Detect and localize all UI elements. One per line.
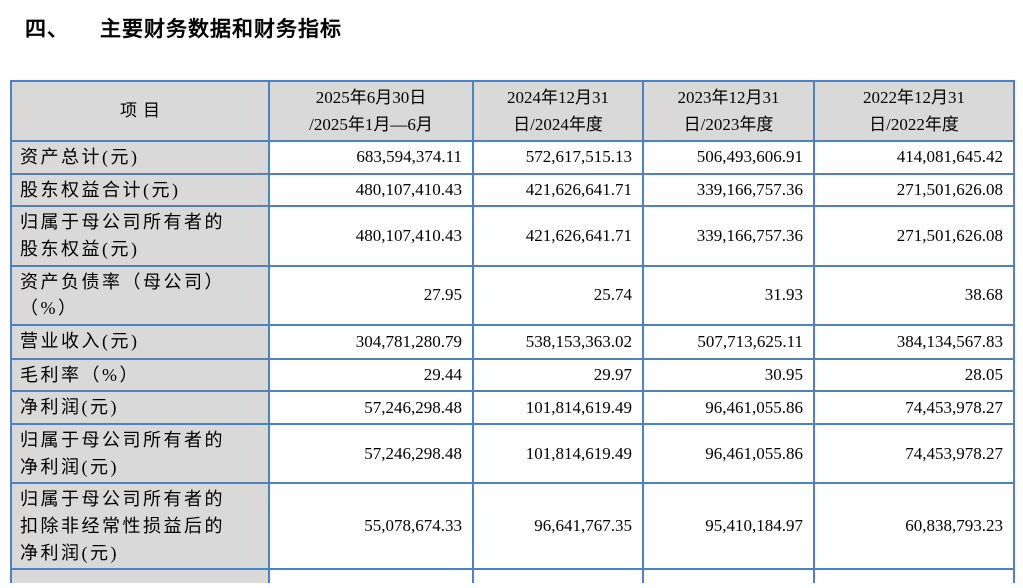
- cell-value: 38.68: [813, 264, 1015, 326]
- cell-value: 29.44: [268, 357, 474, 393]
- table-row-clipped: [10, 568, 1015, 584]
- row-label: 归属于母公司所有者的 股东权益(元): [10, 205, 270, 267]
- cell-value: 101,814,619.49: [472, 422, 644, 485]
- row-label: 股东权益合计(元): [10, 172, 270, 208]
- column-header-2025: 2025年6月30日 /2025年1月—6月: [268, 80, 474, 142]
- cell-value: 30.95: [642, 357, 815, 393]
- table-row-debt-ratio: 资产负债率（母公司） （%） 27.95 25.74 31.93 38.68: [10, 264, 1015, 326]
- cell-value: 538,153,363.02: [472, 323, 644, 360]
- cell-value: 96,641,767.35: [472, 482, 644, 571]
- cell-value: 339,166,757.36: [642, 205, 815, 267]
- table-row-revenue: 营业收入(元) 304,781,280.79 538,153,363.02 50…: [10, 323, 1015, 360]
- cell-value: 339,166,757.36: [642, 172, 815, 208]
- cell-value: 271,501,626.08: [813, 172, 1015, 208]
- financial-data-table: 项目 2025年6月30日 /2025年1月—6月 2024年12月31 日/2…: [10, 80, 1015, 584]
- row-label: 资产负债率（母公司） （%）: [10, 264, 270, 326]
- table-row-total-assets: 资产总计(元) 683,594,374.11 572,617,515.13 50…: [10, 140, 1015, 175]
- table-header-row: 项目 2025年6月30日 /2025年1月—6月 2024年12月31 日/2…: [10, 80, 1015, 142]
- cell-value: 480,107,410.43: [268, 172, 474, 208]
- cell-value: [472, 568, 644, 584]
- column-header-item: 项目: [10, 80, 270, 142]
- cell-value: 683,594,374.11: [268, 140, 474, 175]
- table-row-parent-equity: 归属于母公司所有者的 股东权益(元) 480,107,410.43 421,62…: [10, 205, 1015, 267]
- table-row-gross-margin: 毛利率（%） 29.44 29.97 30.95 28.05: [10, 357, 1015, 393]
- cell-value: [268, 568, 474, 584]
- row-label: [10, 568, 270, 584]
- cell-value: 304,781,280.79: [268, 323, 474, 360]
- cell-value: 384,134,567.83: [813, 323, 1015, 360]
- cell-value: 31.93: [642, 264, 815, 326]
- cell-value: 74,453,978.27: [813, 390, 1015, 425]
- cell-value: 57,246,298.48: [268, 422, 474, 485]
- section-number: 四、: [25, 18, 69, 41]
- cell-value: 421,626,641.71: [472, 205, 644, 267]
- cell-value: 271,501,626.08: [813, 205, 1015, 267]
- cell-value: 101,814,619.49: [472, 390, 644, 425]
- section-title-text: 主要财务数据和财务指标: [100, 18, 342, 41]
- row-label: 毛利率（%）: [10, 357, 270, 393]
- cell-value: 74,453,978.27: [813, 422, 1015, 485]
- row-label: 净利润(元): [10, 390, 270, 425]
- cell-value: 57,246,298.48: [268, 390, 474, 425]
- table-row-net-profit: 净利润(元) 57,246,298.48 101,814,619.49 96,4…: [10, 390, 1015, 425]
- cell-value: [813, 568, 1015, 584]
- section-title: 四、 主要财务数据和财务指标: [25, 13, 1023, 43]
- cell-value: 29.97: [472, 357, 644, 393]
- cell-value: 25.74: [472, 264, 644, 326]
- row-label: 资产总计(元): [10, 140, 270, 175]
- cell-value: 27.95: [268, 264, 474, 326]
- cell-value: 60,838,793.23: [813, 482, 1015, 571]
- cell-value: 55,078,674.33: [268, 482, 474, 571]
- table-row-parent-net-profit-excl-nonrecurring: 归属于母公司所有者的 扣除非经常性损益后的 净利润(元) 55,078,674.…: [10, 482, 1015, 571]
- cell-value: 507,713,625.11: [642, 323, 815, 360]
- row-label: 营业收入(元): [10, 323, 270, 360]
- cell-value: [642, 568, 815, 584]
- cell-value: 28.05: [813, 357, 1015, 393]
- row-label: 归属于母公司所有者的 净利润(元): [10, 422, 270, 485]
- table-row-total-equity: 股东权益合计(元) 480,107,410.43 421,626,641.71 …: [10, 172, 1015, 208]
- cell-value: 95,410,184.97: [642, 482, 815, 571]
- cell-value: 414,081,645.42: [813, 140, 1015, 175]
- cell-value: 421,626,641.71: [472, 172, 644, 208]
- row-label: 归属于母公司所有者的 扣除非经常性损益后的 净利润(元): [10, 482, 270, 571]
- table-row-parent-net-profit: 归属于母公司所有者的 净利润(元) 57,246,298.48 101,814,…: [10, 422, 1015, 485]
- column-header-2022: 2022年12月31 日/2022年度: [813, 80, 1015, 142]
- cell-value: 506,493,606.91: [642, 140, 815, 175]
- column-header-2023: 2023年12月31 日/2023年度: [642, 80, 815, 142]
- cell-value: 572,617,515.13: [472, 140, 644, 175]
- cell-value: 96,461,055.86: [642, 422, 815, 485]
- cell-value: 480,107,410.43: [268, 205, 474, 267]
- cell-value: 96,461,055.86: [642, 390, 815, 425]
- column-header-2024: 2024年12月31 日/2024年度: [472, 80, 644, 142]
